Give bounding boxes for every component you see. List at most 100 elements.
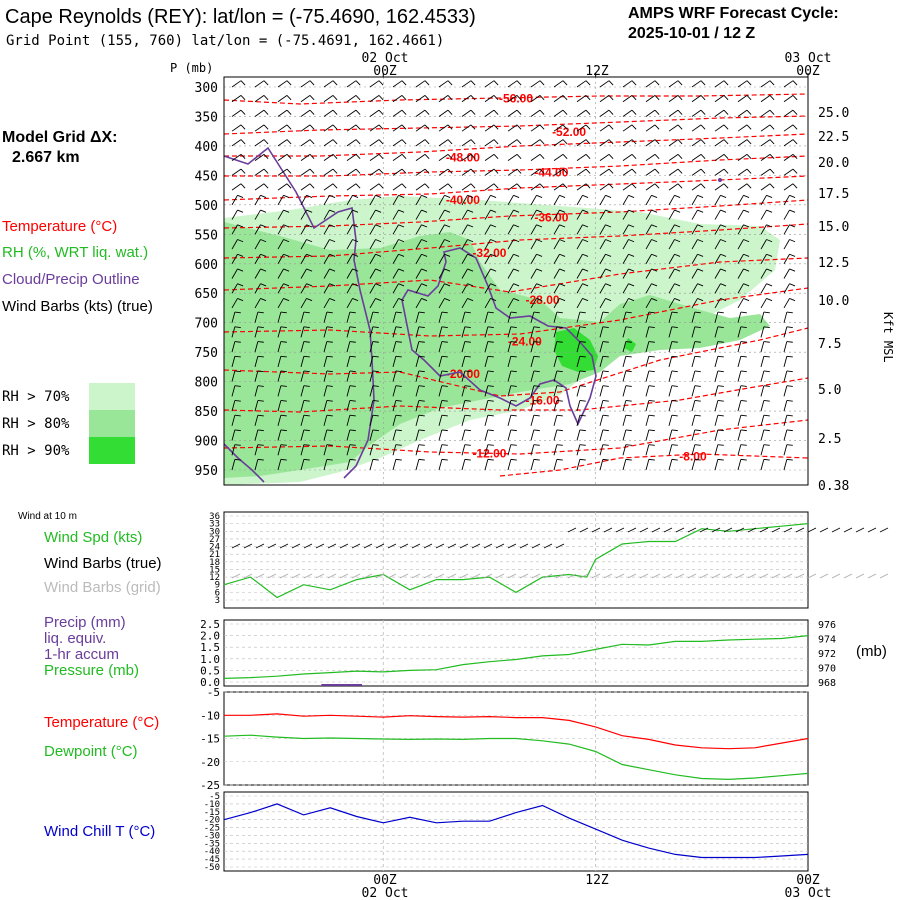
wind-barb-true: [471, 543, 481, 549]
wind-barb: [254, 298, 261, 309]
wind-barb-true: [447, 543, 457, 549]
wind-barb: [231, 356, 236, 368]
wind-barb: [737, 415, 742, 426]
wind-barb-flag: [740, 400, 747, 402]
wind-barb-flag: [585, 109, 591, 115]
wind-barb: [783, 168, 794, 176]
wind-barb-flag: [510, 444, 517, 446]
wind-barb: [277, 95, 288, 103]
wind-barb: [461, 283, 468, 294]
wind-barb: [415, 415, 420, 426]
wind-barb: [737, 311, 742, 323]
wind-barb-flag: [579, 370, 586, 373]
wind-barb-flag: [556, 444, 563, 446]
wind-barb-flag: [602, 341, 609, 343]
wind-barb: [231, 153, 242, 162]
wind-barb-grid: [507, 573, 517, 579]
bottom-time-3: 00Z: [796, 873, 820, 888]
wind-barb: [553, 195, 560, 206]
isotherm-line: [223, 327, 809, 397]
wind-barb: [599, 444, 604, 456]
wind-barb: [231, 400, 236, 412]
wind-barb-flag: [740, 458, 747, 461]
wind-barb-flag: [234, 458, 241, 461]
wind-barb-flag: [677, 168, 683, 174]
wind-barb: [668, 254, 675, 264]
wind-barb: [277, 109, 288, 117]
wind-barb-flag: [631, 80, 637, 86]
wind-barb-flag: [792, 124, 798, 130]
wind-barb-flag: [493, 95, 499, 101]
wind-barb: [277, 298, 284, 309]
pressure-tick-label: 900: [195, 435, 218, 450]
wind-barb-true: [783, 527, 793, 533]
wind-barb: [277, 254, 284, 264]
wind-barb: [622, 298, 629, 309]
wind-barb-flag: [257, 385, 264, 387]
wind-barb: [392, 183, 403, 191]
wind-barb: [714, 459, 719, 471]
wind-barb-flag: [697, 239, 704, 243]
wind-barb-flag: [303, 355, 310, 358]
wind-barb-grid: [435, 573, 445, 579]
wind-barb: [392, 326, 397, 338]
wind-barb-flag: [700, 139, 706, 145]
wind-barb: [737, 459, 742, 471]
wind-barb-flag: [395, 341, 402, 343]
wind-barb: [599, 209, 606, 220]
wind-barb: [691, 109, 702, 117]
wind-barb: [553, 400, 558, 412]
wind-barb-flag: [720, 298, 727, 302]
pressure-tick-label: 976: [818, 620, 836, 631]
wind-barb: [484, 80, 495, 88]
wind-barb: [599, 139, 610, 147]
wind-barb: [714, 209, 721, 220]
wind-tick-label: 33: [209, 520, 220, 530]
wind-barb: [783, 239, 790, 250]
wind-barb-grid: [615, 573, 625, 579]
wind-barb-flag: [556, 355, 563, 358]
wind-barb: [392, 95, 403, 103]
wind-barb: [277, 224, 284, 235]
wind-barb: [553, 224, 560, 235]
wind-barb-flag: [401, 80, 407, 86]
wind-barb: [369, 356, 374, 368]
wind-barb: [300, 326, 305, 338]
wind-barb: [231, 168, 242, 176]
wind-barb-flag: [490, 224, 497, 228]
wind-barb-flag: [694, 444, 701, 446]
wind-barb-true: [231, 543, 241, 549]
wind-barb-flag: [556, 429, 563, 432]
wind-barb-flag: [490, 268, 497, 272]
wind-barb: [369, 109, 380, 117]
wind-barb: [622, 95, 633, 103]
temp-tick-label: -5: [207, 686, 220, 699]
wind-barb-flag: [237, 239, 244, 243]
wind-barb-flag: [559, 224, 566, 228]
wind-barb: [507, 268, 514, 279]
wind-barb-flag: [562, 154, 568, 160]
wind-barb: [691, 283, 698, 294]
wind-barb-flag: [326, 414, 333, 417]
wind-barb-flag: [536, 268, 543, 272]
wind-barb: [346, 370, 351, 382]
wind-barb: [530, 109, 541, 117]
pressure-tick-label: 700: [195, 317, 218, 332]
wind-barb-flag: [585, 168, 591, 174]
wind-barb: [737, 168, 748, 176]
wind-barb-flag: [263, 183, 269, 189]
wind-barb-flag: [671, 414, 678, 417]
isotherm-line: [223, 115, 809, 135]
wind-barb: [530, 429, 535, 441]
wind-barb-flag: [493, 168, 499, 174]
pressure-tick-label: 970: [818, 664, 836, 675]
wind-barb: [346, 239, 353, 250]
wind-barb: [438, 385, 443, 397]
precip-tick-label: 1.5: [200, 641, 220, 654]
wind-barb: [645, 124, 656, 132]
wind-barb: [438, 370, 443, 382]
wind-barb: [576, 356, 581, 368]
pressure-tick-label: 600: [195, 258, 218, 273]
wind-barb-grid: [711, 573, 721, 579]
wind-barb-flag: [631, 109, 637, 115]
